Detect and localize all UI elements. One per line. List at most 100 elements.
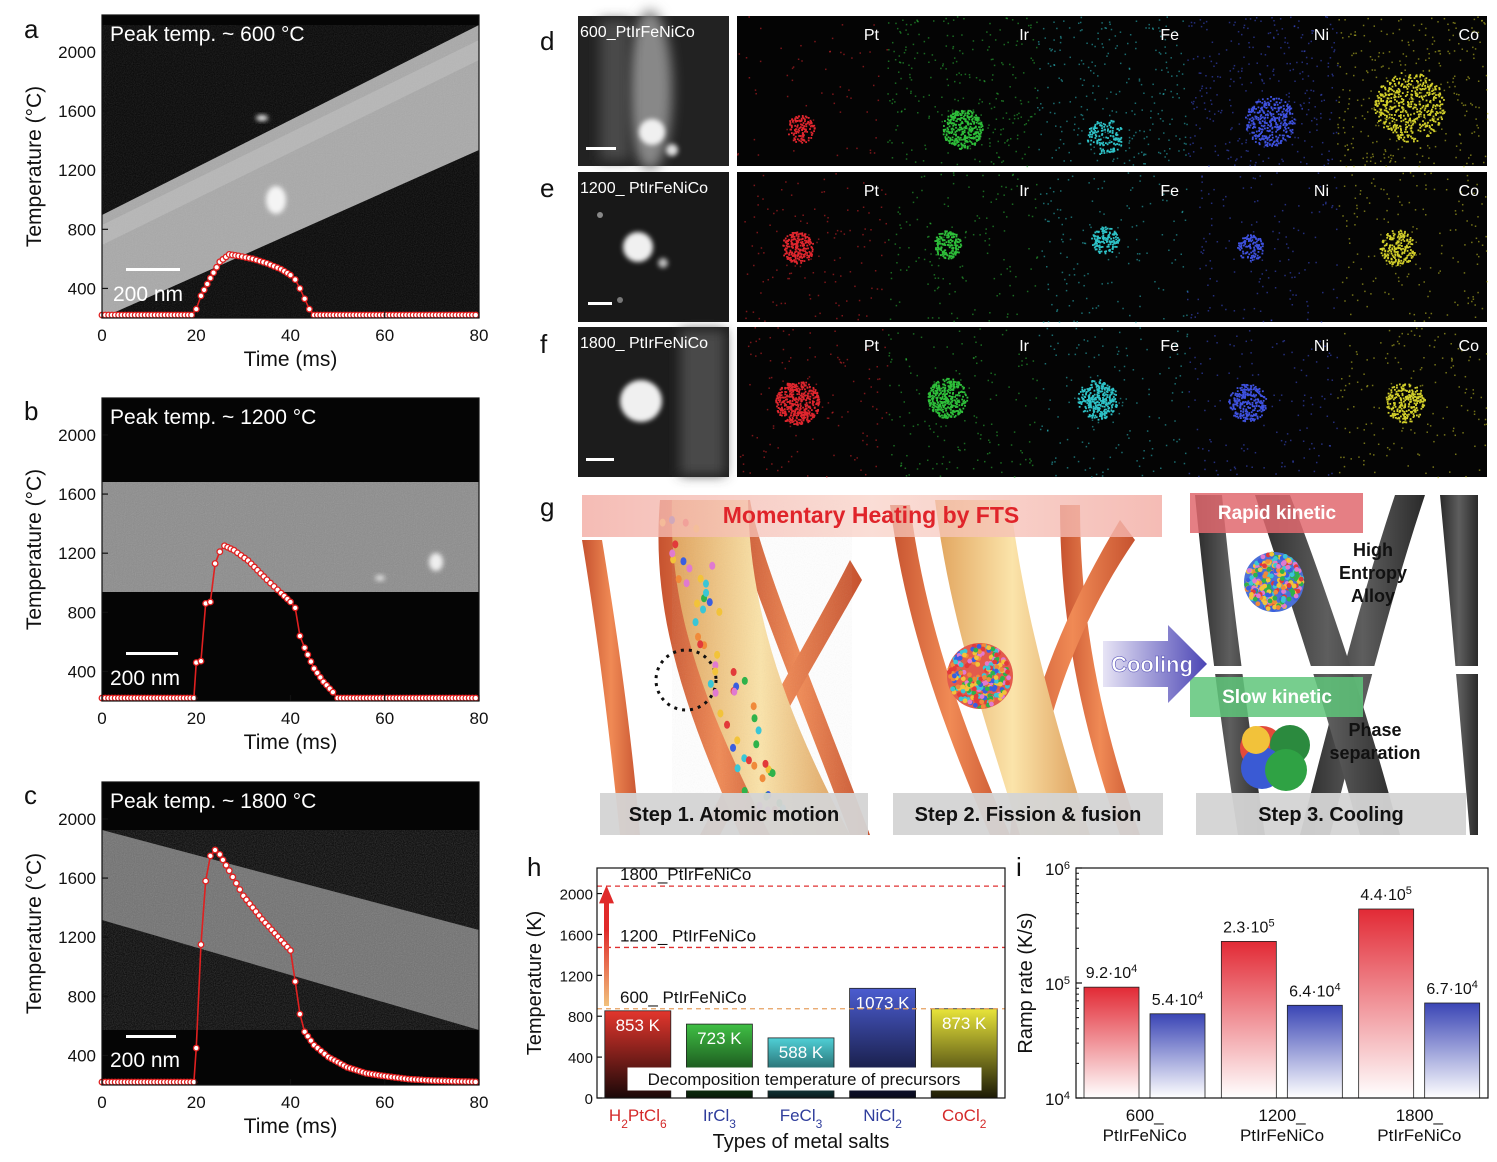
eds-dot [1423,95,1425,98]
eds-dot [1404,110,1407,112]
eds-dot [1063,20,1065,22]
eds-dot [1082,63,1085,65]
eds-dot [1426,83,1429,86]
eds-dot [994,128,996,131]
eds-dot [747,345,750,348]
eds-dot [1275,135,1278,138]
eds-dot [1384,94,1387,96]
eds-dot [804,235,807,238]
eds-dot [1268,136,1270,139]
eds-dot [794,117,797,120]
eds-dot [1291,128,1294,131]
eds-dot [1392,131,1395,134]
eds-dot [1049,187,1052,189]
eds-dot [1289,69,1291,72]
eds-dot [801,237,804,240]
eds-dot [804,115,807,118]
eds-dot [881,254,883,257]
eds-dot [1435,94,1437,96]
eds-dot [840,362,843,364]
eds-dot [1225,247,1227,249]
eds-dot [1113,150,1116,152]
eds-dot [1345,277,1348,279]
eds-dot [959,118,962,121]
eds-dot [805,240,808,242]
eds-dot [1467,302,1470,305]
eds-dot [905,29,907,31]
eds-dot [1338,101,1340,103]
eds-dot [986,31,988,33]
eds-dot [1386,193,1388,195]
eds-dot [1354,224,1356,226]
eds-dot [1059,49,1061,52]
eds-dot [1398,115,1400,117]
eds-dot [989,145,991,147]
eds-dot [1090,226,1092,229]
panel-letter-e: e [540,173,554,203]
eds-dot [889,318,892,321]
eds-dot [742,470,745,473]
eds-dot [1041,107,1044,109]
eds-dot [992,131,994,134]
eds-dot [1293,101,1296,104]
eds-dot [961,122,964,125]
eds-dot [1385,125,1388,128]
eds-dot [1194,316,1197,318]
eds-dot [1110,141,1113,143]
eds-dot [1439,101,1441,103]
eds-dot [1007,313,1009,315]
eds-dot [1426,134,1429,137]
eds-dot [844,365,846,367]
eds-dot [1244,243,1247,245]
eds-dot [809,122,812,125]
eds-dot [1393,80,1395,83]
eds-dot [1344,110,1346,113]
eds-dot [1404,131,1406,133]
eds-dot [1284,37,1287,39]
eds-dot [1411,97,1414,100]
eds-dot [1405,55,1408,58]
eds-dot [1136,238,1138,241]
eds-dot [1410,254,1413,257]
eds-dot [1054,50,1056,53]
eds-dot [799,259,802,262]
eds-dot [1070,159,1072,162]
eds-dot [1263,100,1266,103]
eds-dot [1200,25,1203,28]
eds-dot [875,465,877,468]
eds-dot [1055,125,1057,127]
eds-dot [1407,101,1410,104]
eds-dot [1146,252,1148,254]
eds-dot [1301,123,1303,125]
eds-dot [1168,249,1170,252]
eds-dot [1284,274,1286,277]
eds-dot [1403,250,1406,253]
eds-dot [1400,64,1402,66]
eds-dot [1095,127,1098,130]
eds-dot [934,106,936,108]
eds-dot [1353,74,1355,77]
eds-dot [839,111,842,113]
eds-dot [1396,241,1398,244]
eds-dot [1428,113,1431,115]
eds-dot [1395,119,1398,122]
eds-dot [979,98,981,101]
eds-dot [814,390,817,393]
eds-dot [1427,110,1430,112]
eds-dot [1458,200,1460,203]
eds-dot [963,17,965,20]
eds-dot [1276,103,1279,106]
eds-dot [876,288,879,290]
eds-dot [952,233,954,236]
eds-dot [958,123,960,126]
eds-dot [739,455,742,458]
eds-dot [974,131,977,134]
eds-dot [806,131,809,133]
eds-dot [1343,185,1346,188]
eds-dot [1380,98,1383,100]
eds-dot [1414,75,1417,78]
eds-dot [952,172,955,174]
eds-dot [1412,137,1415,139]
eds-dot [1058,217,1060,219]
eds-dot [1426,105,1429,108]
